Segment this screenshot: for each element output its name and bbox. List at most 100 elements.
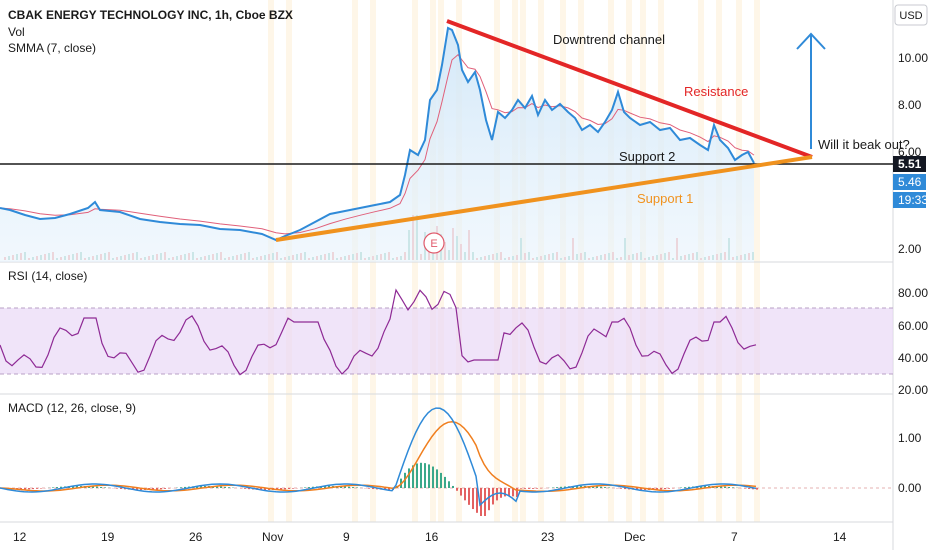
macd-hist-bar <box>168 488 170 489</box>
macd-hist-bar <box>220 487 222 488</box>
macd-hist-bar <box>436 469 438 488</box>
vol-indicator-label[interactable]: Vol <box>8 25 25 39</box>
macd-hist-bar <box>600 487 602 488</box>
macd-hist-bar <box>56 487 58 488</box>
macd-hist-bar <box>440 473 442 488</box>
x-tick: 23 <box>541 530 555 544</box>
x-tick: 26 <box>189 530 203 544</box>
macd-hist-bar <box>96 487 98 488</box>
macd-hist-bar <box>488 488 490 510</box>
macd-hist-bar <box>32 488 34 489</box>
macd-hist-bar <box>732 487 734 488</box>
macd-hist-bar <box>684 487 686 488</box>
rsi-tick: 80.00 <box>898 286 928 300</box>
macd-hist-bar <box>472 488 474 509</box>
x-tick: 19 <box>101 530 115 544</box>
macd-hist-bar <box>744 488 746 489</box>
breakout-arrow[interactable] <box>797 34 825 149</box>
support-1-label: Support 1 <box>637 191 693 206</box>
x-tick: 14 <box>833 530 847 544</box>
rsi-tick: 20.00 <box>898 383 928 397</box>
macd-hist-bar <box>284 488 286 489</box>
macd-tick: 0.00 <box>898 481 922 495</box>
last-price-value: 5.51 <box>898 157 922 171</box>
close-price-value: 5.46 <box>898 175 922 189</box>
price-tick: 8.00 <box>898 98 922 112</box>
macd-hist-bar <box>432 467 434 488</box>
x-tick: 12 <box>13 530 27 544</box>
session-stripe <box>754 0 760 522</box>
macd-hist-bar <box>424 463 426 488</box>
macd-hist-bar <box>456 488 458 491</box>
macd-hist-bar <box>180 487 182 488</box>
macd-hist-bar <box>28 488 30 489</box>
rsi-indicator-label[interactable]: RSI (14, close) <box>8 269 87 283</box>
macd-hist-bar <box>620 488 622 489</box>
macd-hist-bar <box>724 487 726 488</box>
macd-hist-bar <box>304 487 306 488</box>
macd-hist-bar <box>728 487 730 488</box>
macd-hist-bar <box>40 488 42 489</box>
rsi-band <box>0 308 893 374</box>
macd-hist-bar <box>492 488 494 504</box>
time-axis[interactable]: 12 19 26 Nov 9 16 23 Dec 7 14 <box>13 530 847 544</box>
macd-hist-bar <box>604 487 606 488</box>
earnings-marker[interactable]: E <box>424 233 444 253</box>
macd-hist-bar <box>228 487 230 488</box>
macd-hist-bar <box>468 488 470 505</box>
macd-hist-bar <box>660 488 662 489</box>
macd-hist-bar <box>36 488 38 489</box>
macd-hist-bar <box>524 488 526 489</box>
earnings-marker-label: E <box>430 238 437 250</box>
downtrend-channel-label: Downtrend channel <box>553 32 665 47</box>
macd-hist-bar <box>536 488 538 489</box>
macd-hist-bar <box>416 464 418 488</box>
price-tick: 2.00 <box>898 242 922 256</box>
macd-indicator-label[interactable]: MACD (12, 26, close, 9) <box>8 401 136 415</box>
macd-hist-bar <box>664 488 666 489</box>
price-axis[interactable]: USD 10.00 8.00 6.00 2.00 5.51 5.46 19:33… <box>893 5 928 495</box>
macd-hist-bar <box>460 488 462 496</box>
macd-hist-bar <box>560 487 562 488</box>
macd-hist-bar <box>224 487 226 488</box>
x-tick: 7 <box>731 530 738 544</box>
support-2-label: Support 2 <box>619 149 675 164</box>
macd-hist-bar <box>464 488 466 500</box>
macd-hist-bar <box>372 488 374 489</box>
macd-hist-bar <box>608 487 610 488</box>
macd-hist-bar <box>368 488 370 489</box>
macd-tick: 1.00 <box>898 431 922 445</box>
macd-hist-bar <box>408 468 410 488</box>
macd-hist-bar <box>164 488 166 489</box>
macd-hist-bar <box>452 486 454 488</box>
macd-hist-bar <box>420 463 422 488</box>
macd-hist-bar <box>448 481 450 488</box>
macd-hist-bar <box>556 487 558 488</box>
macd-hist-bar <box>116 488 118 489</box>
x-tick: Nov <box>262 530 283 544</box>
macd-hist-bar <box>244 488 246 489</box>
macd-hist-bar <box>288 488 290 489</box>
x-tick: 9 <box>343 530 350 544</box>
macd-hist-bar <box>104 487 106 488</box>
macd-hist-bar <box>120 488 122 489</box>
macd-hist-bar <box>756 488 758 490</box>
macd-hist-bar <box>356 487 358 488</box>
breakout-question-label: Will it beak out? <box>818 137 910 152</box>
smma-indicator-label[interactable]: SMMA (7, close) <box>8 41 96 55</box>
price-panel: E Downtrend channel Resistance Support 2… <box>0 8 910 262</box>
price-tick: 10.00 <box>898 51 928 65</box>
macd-hist-bar <box>308 487 310 488</box>
rsi-tick: 40.00 <box>898 351 928 365</box>
macd-hist-bar <box>160 488 162 489</box>
rsi-tick: 60.00 <box>898 319 928 333</box>
symbol-title[interactable]: CBAK ENERGY TECHNOLOGY INC, 1h, Cboe BZX <box>8 8 293 22</box>
x-tick: 16 <box>425 530 439 544</box>
resistance-label: Resistance <box>684 84 748 99</box>
macd-hist-bar <box>532 488 534 489</box>
macd-hist-bar <box>156 488 158 490</box>
macd-hist-bar <box>528 488 530 489</box>
macd-hist-bar <box>668 488 670 489</box>
